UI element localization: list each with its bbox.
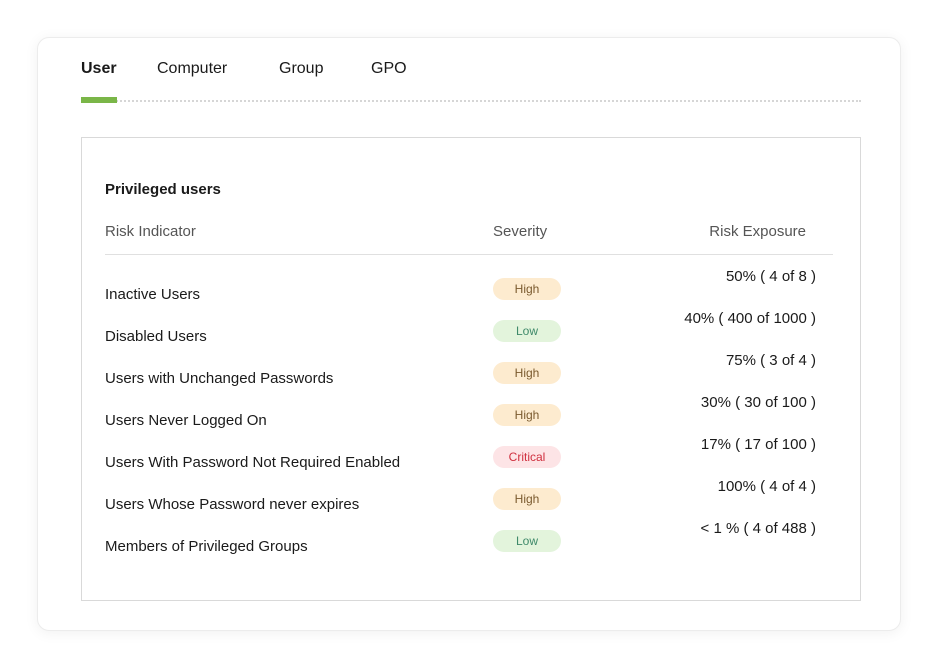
panel-title: Privileged users [105,181,221,198]
header-divider [105,254,833,255]
severity-badge: Low [493,320,561,342]
tab-gpo[interactable]: GPO [371,60,407,77]
risk-indicator[interactable]: Disabled Users [105,328,207,345]
tab-user[interactable]: User [81,60,117,77]
severity-badge: Critical [493,446,561,468]
severity-badge: High [493,488,561,510]
risk-exposure: 50% ( 4 of 8 ) [725,268,816,285]
table-row: Inactive Users High 50% ( 4 of 8 ) [82,268,860,306]
risk-exposure: 100% ( 4 of 4 ) [717,478,816,495]
severity-badge: High [493,404,561,426]
risk-indicator[interactable]: Users Whose Password never expires [105,496,360,513]
table-row: Users Whose Password never expires High … [82,478,860,516]
risk-exposure: 30% ( 30 of 100 ) [700,394,816,411]
risk-indicator[interactable]: Members of Privileged Groups [105,538,308,555]
table-row: Users With Password Not Required Enabled… [82,436,860,474]
risk-exposure: < 1 % ( 4 of 488 ) [700,520,816,537]
risk-indicator[interactable]: Inactive Users [105,286,201,303]
column-header-risk-indicator: Risk Indicator [105,223,196,240]
column-header-risk-exposure: Risk Exposure [709,223,806,240]
risk-exposure: 75% ( 3 of 4 ) [725,352,816,369]
tab-computer[interactable]: Computer [157,60,228,77]
severity-badge: High [493,362,561,384]
card: User Computer Group GPO Privileged users… [37,37,901,631]
column-header-severity: Severity [493,223,548,240]
table-row: Users with Unchanged Passwords High 75% … [82,352,860,390]
tab-group[interactable]: Group [279,60,324,77]
table-row: Disabled Users Low 40% ( 400 of 1000 ) [82,310,860,348]
risk-exposure: 40% ( 400 of 1000 ) [684,310,816,327]
risk-indicator[interactable]: Users With Password Not Required Enabled [105,454,401,471]
table-row: Users Never Logged On High 30% ( 30 of 1… [82,394,860,432]
risk-exposure: 17% ( 17 of 100 ) [700,436,816,453]
table-row: Members of Privileged Groups Low < 1 % (… [82,520,860,558]
tab-divider [81,100,861,102]
risk-indicator[interactable]: Users with Unchanged Passwords [105,370,334,387]
privileged-users-panel: Privileged users Risk Indicator Severity… [81,137,861,601]
severity-badge: Low [493,530,561,552]
severity-badge: High [493,278,561,300]
active-tab-indicator [81,97,117,103]
risk-indicator[interactable]: Users Never Logged On [105,412,267,429]
